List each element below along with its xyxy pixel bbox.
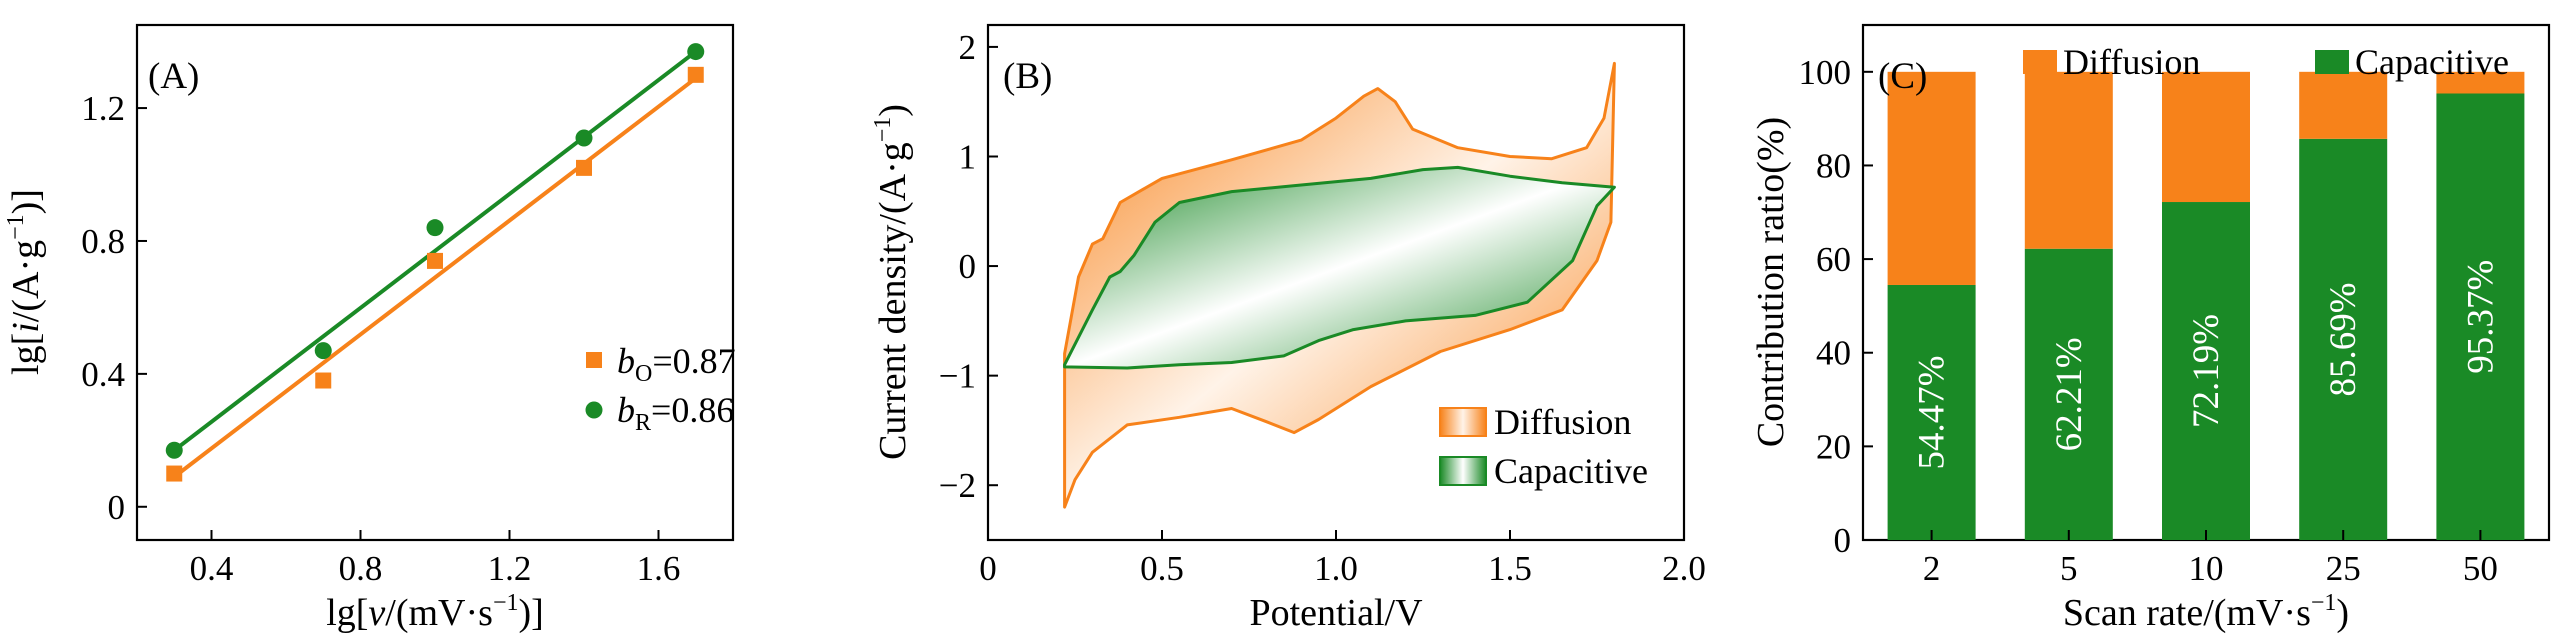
legend-swatch-capacitive — [1439, 456, 1487, 486]
bar-diffusion — [2024, 71, 2113, 249]
panel-c-x-tick-label: 10 — [2189, 549, 2224, 588]
panel-a-y-axis-label: lg[i/(A·g−1)] — [3, 189, 47, 375]
point-br — [687, 43, 705, 61]
bar-capacitive-value-label: 62.21% — [2049, 337, 2090, 451]
panel-b-x-ticks: 0 0.5 1.0 1.5 2.0 — [979, 530, 1706, 588]
legend-label-c-capacitive: Capacitive — [2355, 42, 2509, 82]
panel-b-y-tick-label: 0 — [959, 247, 977, 286]
legend-label-diffusion: Diffusion — [1494, 402, 1631, 442]
bar-capacitive-value-label: 95.37% — [2460, 260, 2501, 374]
point-br — [314, 342, 332, 360]
panel-a-y-tick-label: 0.4 — [81, 355, 125, 394]
bar-capacitive-value-label: 85.69% — [2323, 282, 2364, 396]
panel-b-x-tick-label: 2.0 — [1662, 549, 1706, 588]
point-bo — [576, 159, 592, 176]
panel-b-x-tick-label: 0 — [979, 549, 997, 588]
panel-b-x-tick-label: 0.5 — [1140, 549, 1184, 588]
bar-diffusion — [1887, 71, 1976, 285]
panel-c-y-tick-label: 20 — [1816, 427, 1851, 466]
panel-c-x-tick-label: 50 — [2463, 549, 2498, 588]
bar-diffusion — [2299, 71, 2388, 139]
panel-a-y-tick-label: 0.8 — [81, 222, 125, 261]
legend-swatch-c-diffusion — [2023, 50, 2057, 74]
panel-b-x-axis-label: Potential/V — [1249, 592, 1423, 634]
bar-capacitive — [1887, 284, 1976, 540]
bar-diffusion — [2436, 71, 2525, 94]
panel-a-x-tick-label: 0.8 — [339, 549, 383, 588]
legend-label-br: bR=0.86 — [617, 390, 734, 436]
legend-label-c-diffusion: Diffusion — [2063, 42, 2200, 82]
panel-b-y-tick-label: −2 — [939, 466, 976, 505]
bar-diffusion — [2162, 71, 2250, 203]
panel-a-x-ticks: 0.4 0.8 1.2 1.6 — [190, 530, 681, 588]
fit-line-br — [173, 49, 697, 452]
panel-c-y-tick-label: 40 — [1816, 334, 1851, 373]
panel-c-label: (C) — [1878, 56, 1927, 97]
panel-b-x-tick-label: 1.0 — [1314, 549, 1358, 588]
bar-capacitive — [2162, 202, 2250, 541]
panel-a-plot — [165, 43, 705, 482]
panel-c-x-ticks: 2 5 10 25 50 — [1923, 530, 2498, 588]
point-br — [575, 129, 593, 147]
legend-marker-bo — [586, 352, 602, 368]
legend-marker-br — [585, 401, 603, 419]
panel-c-x-tick-label: 2 — [1923, 549, 1941, 588]
bar-capacitive — [2299, 138, 2388, 540]
point-br — [426, 219, 444, 237]
panel-b-y-axis-label: Current density/(A·g−1) — [870, 104, 914, 460]
panel-b-y-tick-label: −1 — [939, 357, 976, 396]
panel-c-y-axis-label: Contribution ratio(%) — [1750, 117, 1792, 447]
panel-a-y-tick-label: 0 — [108, 488, 126, 527]
panel-c-y-tick-label: 60 — [1816, 240, 1851, 279]
bar-capacitive — [2436, 93, 2525, 541]
panel-c-plot: 54.47% 62.21% 72.19% 85.69% 95.37% — [1887, 71, 2525, 541]
panel-b-plot — [1063, 61, 1616, 509]
panel-a-x-axis-label: lg[v/(mV·s−1)] — [326, 590, 544, 634]
panel-a: (A) 0.4 0.8 1.2 1.6 0 0.4 0.8 1.2 lg[v/(mV·s−1… — [3, 23, 736, 634]
fit-line-bo — [173, 76, 697, 479]
panel-b: (B) 0 0.5 1.0 1.5 2.0 2 1 0 −1 −2 Potential/V Cu… — [870, 23, 1706, 634]
panel-b-y-tick-label: 2 — [959, 28, 977, 67]
bar-capacitive — [2024, 248, 2113, 541]
panel-c: 54.47% 62.21% 72.19% 85.69% 95.37% (C) 2 5 10 2… — [1750, 23, 2551, 634]
panel-b-x-tick-label: 1.5 — [1488, 549, 1532, 588]
panel-a-x-tick-label: 0.4 — [190, 549, 234, 588]
point-bo — [315, 372, 332, 389]
point-bo — [427, 252, 443, 269]
point-bo — [687, 66, 704, 83]
capacitive-cv-area — [1063, 165, 1616, 370]
panel-b-label: (B) — [1003, 56, 1052, 97]
panel-b-y-tick-label: 1 — [959, 137, 977, 176]
panel-c-y-tick-label: 80 — [1816, 146, 1851, 185]
panel-c-y-ticks: 0 20 40 60 80 100 — [1799, 53, 1873, 560]
panel-a-label: (A) — [148, 56, 199, 97]
panel-a-legend: bO=0.87 bR=0.86 — [585, 341, 736, 436]
panel-c-legend: Diffusion Capacitive — [2023, 42, 2509, 82]
panel-b-legend: Diffusion Capacitive — [1439, 402, 1648, 491]
panel-a-x-tick-label: 1.6 — [637, 549, 681, 588]
bar-capacitive-value-label: 54.47% — [1912, 355, 1953, 469]
legend-swatch-c-capacitive — [2315, 50, 2349, 74]
panel-a-y-ticks: 0 0.4 0.8 1.2 — [81, 89, 147, 527]
point-bo — [166, 465, 183, 482]
panel-a-x-tick-label: 1.2 — [488, 549, 532, 588]
panel-b-y-ticks: 2 1 0 −1 −2 — [939, 28, 998, 505]
legend-label-bo: bO=0.87 — [617, 341, 736, 387]
panel-c-x-axis-label: Scan rate/(mV·s−1) — [2063, 590, 2349, 634]
panel-c-y-tick-label: 0 — [1834, 521, 1852, 560]
panel-c-x-tick-label: 5 — [2060, 549, 2078, 588]
panel-c-y-tick-label: 100 — [1799, 53, 1852, 92]
legend-swatch-diffusion — [1439, 407, 1487, 437]
bar-capacitive-value-label: 72.19% — [2186, 314, 2227, 428]
point-br — [165, 441, 183, 459]
panel-c-x-tick-label: 25 — [2326, 549, 2361, 588]
panel-a-frame — [135, 23, 735, 542]
panel-a-y-tick-label: 1.2 — [81, 89, 125, 128]
legend-label-capacitive: Capacitive — [1494, 451, 1648, 491]
